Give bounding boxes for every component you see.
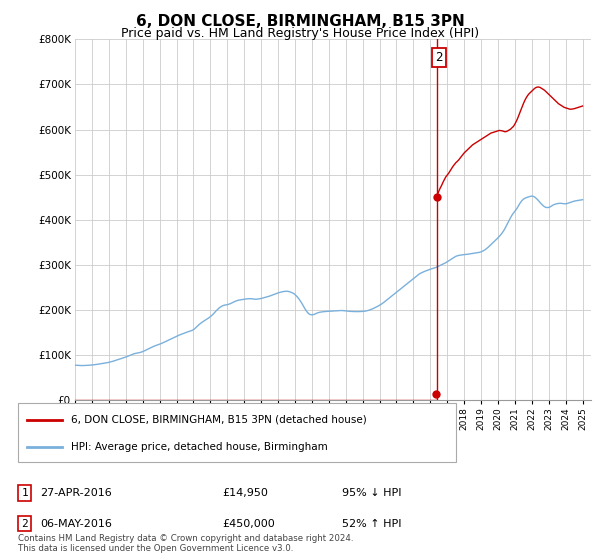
Text: 52% ↑ HPI: 52% ↑ HPI [342, 519, 401, 529]
Text: 06-MAY-2016: 06-MAY-2016 [40, 519, 112, 529]
Text: 2: 2 [436, 51, 443, 64]
Text: Contains HM Land Registry data © Crown copyright and database right 2024.
This d: Contains HM Land Registry data © Crown c… [18, 534, 353, 553]
Text: HPI: Average price, detached house, Birmingham: HPI: Average price, detached house, Birm… [71, 442, 328, 452]
Text: 1: 1 [21, 488, 28, 498]
Text: 6, DON CLOSE, BIRMINGHAM, B15 3PN (detached house): 6, DON CLOSE, BIRMINGHAM, B15 3PN (detac… [71, 414, 367, 424]
Text: 2: 2 [21, 519, 28, 529]
Text: £450,000: £450,000 [222, 519, 275, 529]
Text: 27-APR-2016: 27-APR-2016 [40, 488, 112, 498]
Text: 6, DON CLOSE, BIRMINGHAM, B15 3PN: 6, DON CLOSE, BIRMINGHAM, B15 3PN [136, 14, 464, 29]
Text: 95% ↓ HPI: 95% ↓ HPI [342, 488, 401, 498]
Text: £14,950: £14,950 [222, 488, 268, 498]
FancyBboxPatch shape [18, 403, 456, 462]
Text: Price paid vs. HM Land Registry's House Price Index (HPI): Price paid vs. HM Land Registry's House … [121, 27, 479, 40]
